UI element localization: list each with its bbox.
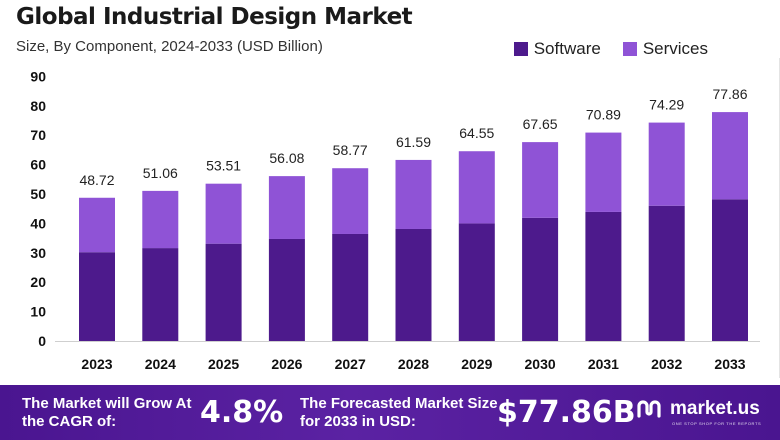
x-tick-label-2027: 2027: [335, 356, 366, 372]
y-tick-label: 60: [30, 157, 46, 173]
bar-software-2024: [142, 248, 179, 341]
y-tick-label: 30: [30, 245, 46, 261]
legend-swatch-software: [513, 42, 528, 56]
x-tick-label-2030: 2030: [525, 356, 556, 372]
legend-label-services: Services: [642, 39, 708, 58]
x-tick-label-2028: 2028: [398, 356, 429, 372]
bar-services-2031: [585, 132, 622, 212]
data-label-total-2027: 58.77: [333, 142, 368, 158]
y-tick-label: 20: [30, 274, 46, 290]
x-tick-label-2025: 2025: [208, 356, 239, 372]
brand-name: market.us: [670, 398, 760, 419]
y-tick-label: 40: [30, 215, 46, 231]
bar-services-2028: [395, 159, 432, 229]
bar-services-2032: [648, 122, 685, 206]
legend-item-services: Services: [622, 39, 708, 59]
bar-services-2029: [458, 151, 495, 224]
bar-services-2027: [332, 168, 369, 234]
chart-title: Global Industrial Design Market: [16, 4, 413, 30]
y-tick-label: 10: [30, 304, 46, 320]
footer-banner: The Market will Grow At the CAGR of: 4.8…: [0, 385, 780, 440]
brand-tagline: ONE STOP SHOP FOR THE REPORTS: [672, 421, 762, 426]
bar-services-2025: [205, 183, 242, 244]
y-tick-label: 0: [38, 333, 46, 349]
y-tick-label: 50: [30, 186, 46, 202]
cagr-label: The Market will Grow At the CAGR of:: [22, 395, 192, 430]
y-tick-label: 70: [30, 127, 46, 143]
bar-software-2029: [458, 223, 495, 341]
data-label-total-2024: 51.06: [143, 165, 178, 181]
legend-item-software: Software: [513, 39, 601, 59]
data-label-total-2025: 53.51: [206, 158, 241, 174]
data-label-total-2029: 64.55: [459, 125, 494, 141]
bar-services-2033: [712, 112, 748, 200]
bar-software-2032: [648, 205, 685, 341]
data-label-total-2030: 67.65: [523, 116, 558, 132]
legend-label-software: Software: [533, 39, 601, 58]
x-tick-label-2023: 2023: [81, 356, 112, 372]
chart-legend: Software Services: [513, 39, 708, 59]
bar-software-2023: [79, 252, 115, 341]
forecast-value: $77.86B: [497, 395, 636, 430]
bar-software-2026: [268, 238, 305, 341]
data-label-total-2028: 61.59: [396, 134, 431, 150]
chart-subtitle: Size, By Component, 2024-2033 (USD Billi…: [16, 38, 323, 55]
x-tick-label-2029: 2029: [461, 356, 492, 372]
forecast-label: The Forecasted Market Size for 2033 in U…: [300, 395, 498, 430]
bar-software-2027: [332, 233, 369, 341]
chart-header: Global Industrial Design Market Size, By…: [16, 4, 413, 55]
market-us-logo-icon: [637, 400, 661, 418]
bar-software-2033: [712, 199, 748, 341]
x-tick-label-2026: 2026: [271, 356, 302, 372]
brand-logo[interactable]: market.us: [636, 398, 760, 420]
data-label-total-2031: 70.89: [586, 107, 621, 123]
bar-chart: 010203040506070809048.72202351.06202453.…: [30, 68, 760, 372]
bar-software-2030: [522, 217, 559, 341]
bar-services-2030: [522, 142, 559, 218]
bar-services-2024: [142, 190, 179, 249]
bar-software-2031: [585, 211, 622, 341]
data-label-total-2023: 48.72: [79, 172, 114, 188]
legend-swatch-services: [622, 42, 637, 56]
data-label-total-2026: 56.08: [269, 150, 304, 166]
data-label-total-2033: 77.86: [712, 86, 747, 102]
bar-services-2023: [79, 197, 115, 253]
data-label-total-2032: 74.29: [649, 97, 684, 113]
x-tick-label-2033: 2033: [714, 356, 745, 372]
bar-software-2025: [205, 243, 242, 341]
cagr-value: 4.8%: [200, 395, 284, 430]
y-tick-label: 80: [30, 98, 46, 114]
x-tick-label-2032: 2032: [651, 356, 682, 372]
x-tick-label-2031: 2031: [588, 356, 619, 372]
x-tick-label-2024: 2024: [145, 356, 176, 372]
bar-services-2026: [268, 176, 305, 239]
bar-software-2028: [395, 228, 432, 341]
y-tick-label: 90: [30, 68, 46, 84]
